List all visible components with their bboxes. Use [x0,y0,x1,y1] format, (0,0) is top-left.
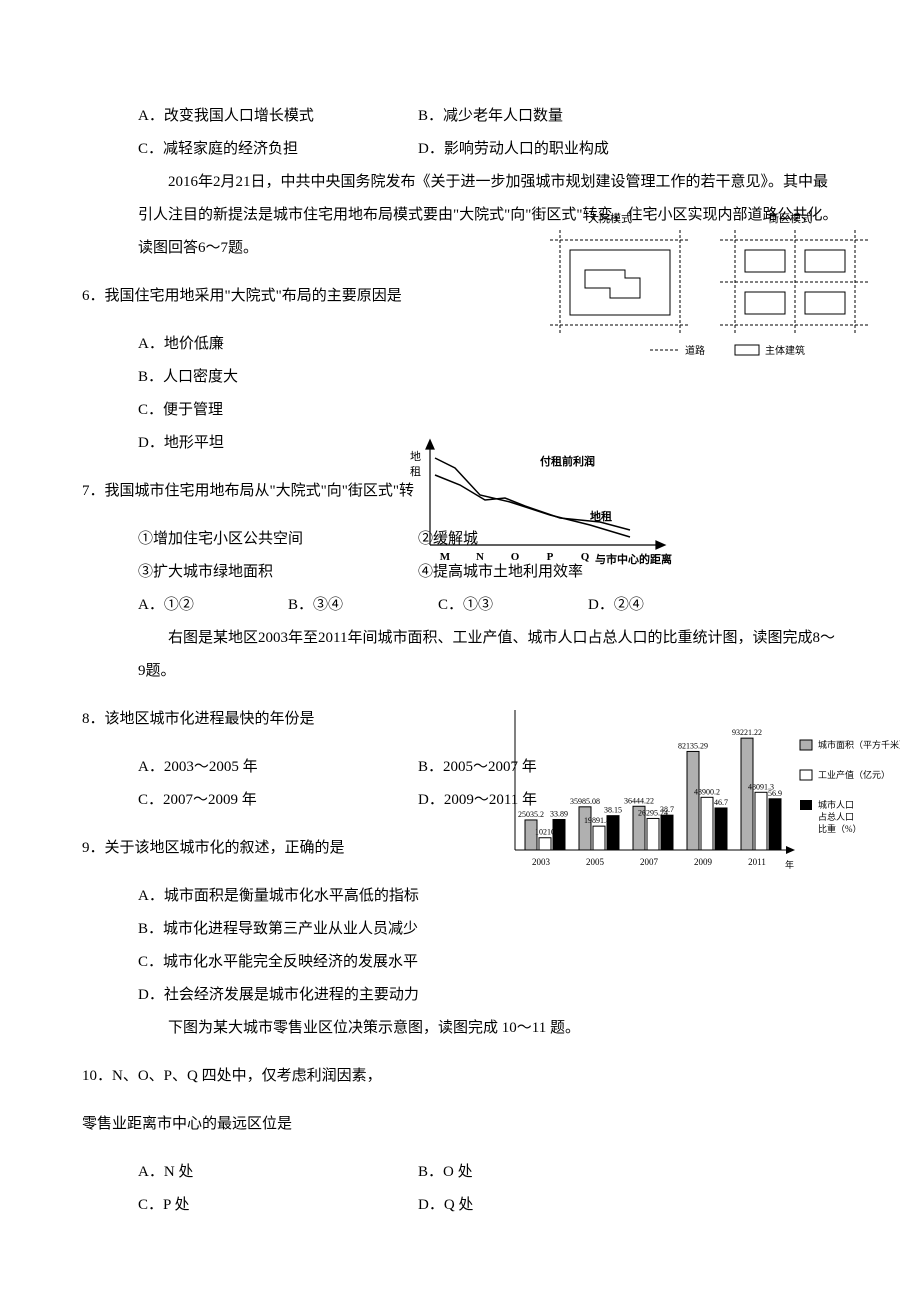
q6-opt-c: C．便于管理 [82,394,838,427]
q7-opt-d: D．②④ [588,589,738,622]
svg-text:38.7: 38.7 [660,805,674,814]
opt-d: D．影响劳动人口的职业构成 [418,133,698,166]
opt-c: C．减轻家庭的经济负担 [138,133,418,166]
q7-item-1: ①增加住宅小区公共空间 [138,523,418,556]
figure-layout-modes: 大院模式 街区模式 [540,210,880,360]
svg-text:46.7: 46.7 [714,798,728,807]
svg-text:占总人口: 占总人口 [818,811,854,822]
q7-opt-a: A．①② [138,589,288,622]
figure-rent-curve: 地 租 M N O P Q 付租前利润 地租 与市中心的距离 [400,435,700,585]
svg-text:M: M [440,551,451,563]
q8-opt-c: C．2007～2009 年 [138,784,418,817]
curve-xlabel: 与市中心的距离 [595,552,672,566]
svg-text:比重（%）: 比重（%） [818,823,862,834]
svg-text:82135.29: 82135.29 [678,741,708,750]
q7-opt-b: B．③④ [288,589,438,622]
q10-opt-c: C．P 处 [138,1189,418,1222]
curve-label-rent: 地租 [590,509,612,523]
svg-text:城市人口: 城市人口 [818,799,854,810]
opt-b: B．减少老年人口数量 [418,100,698,133]
svg-text:38.15: 38.15 [604,806,622,815]
svg-text:Q: Q [581,551,590,563]
q10-opt-d: D．Q 处 [418,1189,698,1222]
svg-text:2003: 2003 [532,857,551,867]
legend-building: 主体建筑 [765,344,805,357]
figure-bar-chart: 25035.21021033.89200335985.0819891.8438.… [500,690,900,890]
q7-item-3: ③扩大城市绿地面积 [138,556,418,589]
svg-text:2005: 2005 [586,857,605,867]
layout-left-title: 大院模式 [588,211,632,225]
question-10-line1: 10．N、O、P、Q 四处中，仅考虑利润因素， [82,1060,838,1093]
svg-text:城市面积（平方千米）: 城市面积（平方千米） [818,739,900,750]
svg-text:O: O [511,551,520,563]
svg-text:N: N [476,551,484,563]
curve-ylabel1: 地 [410,450,421,463]
svg-text:10210: 10210 [535,828,555,837]
opt-a: A．改变我国人口增长模式 [138,100,418,133]
layout-right-title: 街区模式 [768,211,812,225]
curve-label-profit: 付租前利润 [540,454,595,468]
svg-text:35985.08: 35985.08 [570,797,600,806]
q8-opt-a: A．2003～2005 年 [138,751,418,784]
svg-text:33.89: 33.89 [550,809,568,818]
svg-text:工业产值（亿元）: 工业产值（亿元） [818,769,890,780]
svg-text:19891.84: 19891.84 [584,816,614,825]
svg-text:P: P [547,551,554,563]
question-10-line2: 零售业距离市中心的最远区位是 [82,1108,838,1141]
svg-text:2011: 2011 [748,857,766,867]
q9-opt-c: C．城市化水平能完全反映经济的发展水平 [82,946,838,979]
svg-text:93221.22: 93221.22 [732,728,762,737]
svg-text:43900.2: 43900.2 [694,787,720,796]
intro-q10-11: 下图为某大城市零售业区位决策示意图，读图完成 10～11 题。 [82,1012,838,1045]
svg-text:2009: 2009 [694,857,713,867]
svg-text:25035.2: 25035.2 [518,810,544,819]
q6-opt-b: B．人口密度大 [82,361,838,394]
svg-text:56.9: 56.9 [768,789,782,798]
svg-text:2007: 2007 [640,857,659,867]
q9-opt-d: D．社会经济发展是城市化进程的主要动力 [82,979,838,1012]
q10-opt-a: A．N 处 [138,1156,418,1189]
curve-ylabel2: 租 [410,465,421,478]
q9-opt-b: B．城市化进程导致第三产业从业人员减少 [82,913,838,946]
intro-q8-9: 右图是某地区2003年至2011年间城市面积、工业产值、城市人口占总人口的比重统… [82,622,838,688]
q7-opt-c: C．①③ [438,589,588,622]
bar-x-unit: 年 [785,859,794,870]
legend-road: 道路 [685,344,705,357]
svg-text:36444.22: 36444.22 [624,796,654,805]
q10-opt-b: B．O 处 [418,1156,698,1189]
